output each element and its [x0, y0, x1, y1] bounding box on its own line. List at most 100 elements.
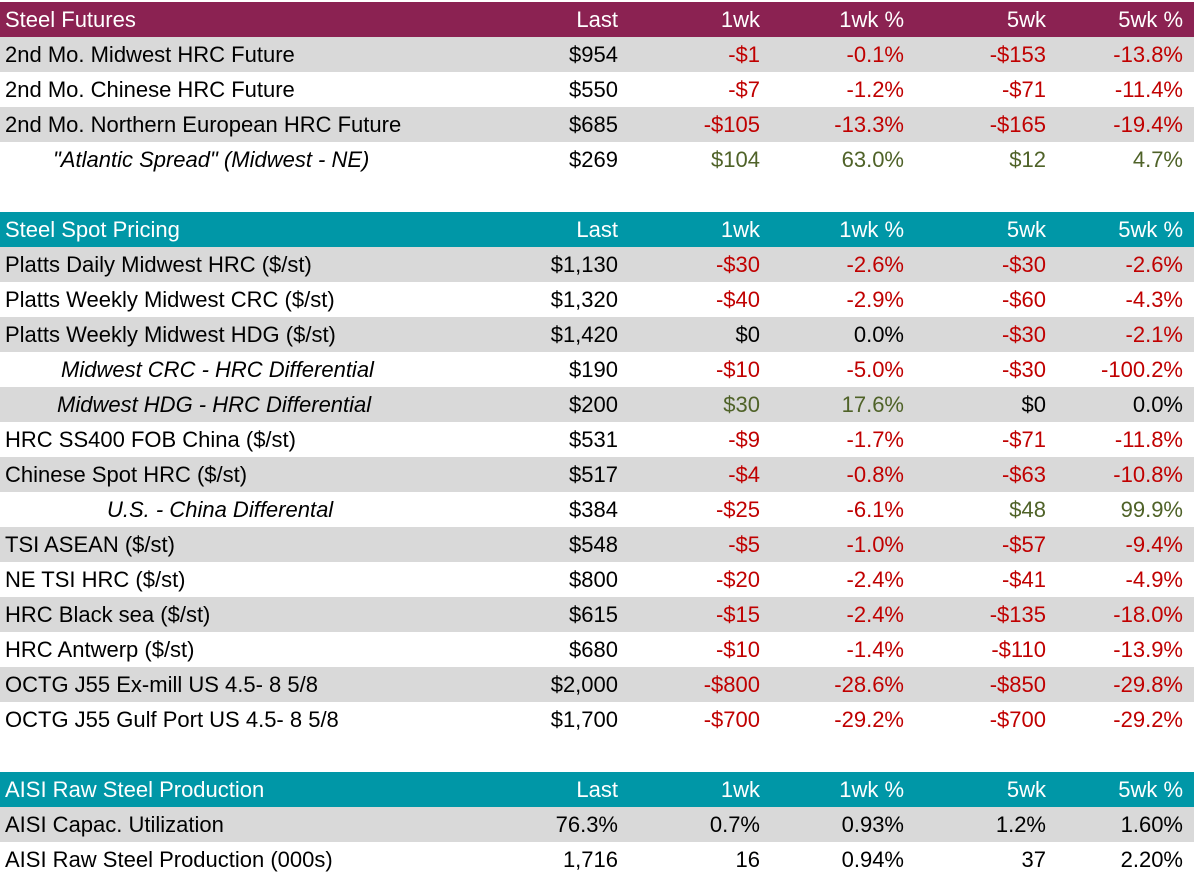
cell-5wk-change: -$60: [1001, 287, 1046, 312]
cell-5wk-change: -$135: [989, 602, 1046, 627]
table-row: Platts Weekly Midwest HDG ($/st) $1,420 $0…: [0, 317, 1194, 352]
table-row: U.S. - China Differental $384 -$25 -6.1% $48…: [0, 492, 1194, 527]
cell-1wk-change: -$1: [728, 42, 760, 67]
row-label: NE TSI HRC ($/st): [5, 567, 186, 592]
row-label: TSI ASEAN ($/st): [5, 532, 175, 557]
cell-1wk-pct: -0.8%: [846, 462, 904, 487]
cell-1wk-pct: -1.0%: [846, 532, 904, 557]
cell-5wk-pct: 4.7%: [1132, 147, 1183, 172]
cell-last: $517: [569, 462, 618, 487]
table-row: OCTG J55 Gulf Port US 4.5- 8 5/8 $1,700 -$…: [0, 702, 1194, 737]
row-label: 2nd Mo. Midwest HRC Future: [5, 42, 295, 67]
cell-last: $384: [569, 497, 618, 522]
column-header-1wk-change: 1wk: [720, 7, 760, 32]
cell-1wk-pct: 0.94%: [841, 847, 904, 872]
table-row: OCTG J55 Ex-mill US 4.5- 8 5/8 $2,000 -$80…: [0, 667, 1194, 702]
column-header-5wk-change: 5wk: [1006, 777, 1046, 802]
cell-5wk-change: -$57: [1001, 532, 1046, 557]
cell-5wk-pct: -2.1%: [1125, 322, 1183, 347]
table-row: 2nd Mo. Northern European HRC Future $685…: [0, 107, 1194, 142]
cell-1wk-change: -$20: [715, 567, 760, 592]
cell-1wk-change: -$9: [728, 427, 760, 452]
row-label: 2nd Mo. Northern European HRC Future: [5, 112, 402, 137]
cell-last: 76.3%: [555, 812, 618, 837]
table-row: AISI Raw Steel Production (000s) 1,716 16 0…: [0, 842, 1194, 877]
cell-1wk-pct: 0.93%: [841, 812, 904, 837]
table-row: TSI ASEAN ($/st) $548 -$5 -1.0% -$57 -9.4%: [0, 527, 1194, 562]
cell-last: $190: [569, 357, 618, 382]
table-row: Chinese Spot HRC ($/st) $517 -$4 -0.8% -$63 -…: [0, 457, 1194, 492]
cell-5wk-pct: -13.8%: [1113, 42, 1183, 67]
cell-5wk-change: -$30: [1001, 357, 1046, 382]
row-label: AISI Capac. Utilization: [5, 812, 224, 837]
cell-5wk-pct: -19.4%: [1113, 112, 1183, 137]
cell-5wk-pct: -29.2%: [1113, 707, 1183, 732]
cell-1wk-pct: -2.6%: [846, 252, 904, 277]
cell-5wk-pct: -11.8%: [1114, 427, 1183, 452]
cell-5wk-pct: -11.4%: [1114, 77, 1183, 102]
cell-5wk-change: 1.2%: [995, 812, 1046, 837]
cell-last: $680: [569, 637, 618, 662]
cell-last: $548: [569, 532, 618, 557]
cell-1wk-change: -$800: [703, 672, 760, 697]
cell-last: $954: [569, 42, 618, 67]
column-header-1wk-pct: 1wk %: [839, 777, 904, 802]
cell-5wk-change: -$41: [1001, 567, 1046, 592]
cell-last: $200: [569, 392, 618, 417]
column-header-last: Last: [576, 777, 618, 802]
column-header-last: Last: [576, 7, 618, 32]
cell-1wk-change: -$30: [715, 252, 760, 277]
row-label: Midwest CRC - HRC Differential: [61, 357, 374, 382]
row-label: HRC SS400 FOB China ($/st): [5, 427, 296, 452]
cell-5wk-change: -$165: [989, 112, 1046, 137]
cell-1wk-change: $104: [711, 147, 760, 172]
cell-last: $1,320: [550, 287, 618, 312]
section-title: Steel Futures: [5, 7, 136, 32]
row-label: OCTG J55 Gulf Port US 4.5- 8 5/8: [5, 707, 339, 732]
row-label: U.S. - China Differental: [107, 497, 334, 522]
row-label: Platts Weekly Midwest CRC ($/st): [5, 287, 335, 312]
row-label: "Atlantic Spread" (Midwest - NE): [53, 147, 370, 172]
cell-1wk-change: $30: [723, 392, 760, 417]
cell-1wk-change: 16: [735, 847, 760, 872]
cell-1wk-pct: 0.0%: [853, 322, 904, 347]
cell-last: $1,420: [550, 322, 618, 347]
cell-1wk-change: -$105: [703, 112, 760, 137]
cell-5wk-change: $0: [1021, 392, 1046, 417]
table-row: HRC Antwerp ($/st) $680 -$10 -1.4% -$110 -13.…: [0, 632, 1194, 667]
table-row: 2nd Mo. Chinese HRC Future $550 -$7 -1.2% -$…: [0, 72, 1194, 107]
cell-last: $550: [569, 77, 618, 102]
cell-5wk-change: 37: [1021, 847, 1046, 872]
steel-futures-table: Steel Futures Last 1wk 1wk % 5wk 5wk % 2nd Mo.…: [0, 2, 1194, 177]
cell-5wk-pct: 99.9%: [1120, 497, 1183, 522]
cell-1wk-change: -$40: [715, 287, 760, 312]
row-label: Chinese Spot HRC ($/st): [5, 462, 248, 487]
cell-1wk-pct: -2.4%: [846, 567, 904, 592]
cell-5wk-pct: -9.4%: [1125, 532, 1183, 557]
cell-5wk-pct: 0.0%: [1132, 392, 1183, 417]
cell-5wk-change: -$850: [989, 672, 1046, 697]
column-header-last: Last: [576, 217, 618, 242]
cell-last: $800: [569, 567, 618, 592]
row-label: 2nd Mo. Chinese HRC Future: [5, 77, 295, 102]
cell-last: $269: [569, 147, 618, 172]
cell-5wk-pct: -18.0%: [1113, 602, 1183, 627]
cell-5wk-change: -$71: [1001, 427, 1046, 452]
cell-last: $2,000: [550, 672, 618, 697]
cell-1wk-change: -$10: [715, 357, 760, 382]
cell-1wk-change: -$4: [728, 462, 760, 487]
table-row: 2nd Mo. Midwest HRC Future $954 -$1 -0.1% -$…: [0, 37, 1194, 72]
column-header-1wk-change: 1wk: [720, 217, 760, 242]
cell-last: $531: [569, 427, 618, 452]
table-row: Midwest HDG - HRC Differential $200 $30 17.…: [0, 387, 1194, 422]
table-row: "Atlantic Spread" (Midwest - NE) $269 $104…: [0, 142, 1194, 177]
cell-5wk-pct: -29.8%: [1113, 672, 1183, 697]
cell-1wk-change: -$25: [715, 497, 760, 522]
cell-1wk-change: -$10: [715, 637, 760, 662]
cell-1wk-pct: 17.6%: [841, 392, 904, 417]
cell-1wk-pct: -13.3%: [834, 112, 904, 137]
cell-1wk-pct: -0.1%: [846, 42, 904, 67]
cell-1wk-pct: -1.2%: [846, 77, 904, 102]
cell-5wk-pct: 2.20%: [1120, 847, 1183, 872]
